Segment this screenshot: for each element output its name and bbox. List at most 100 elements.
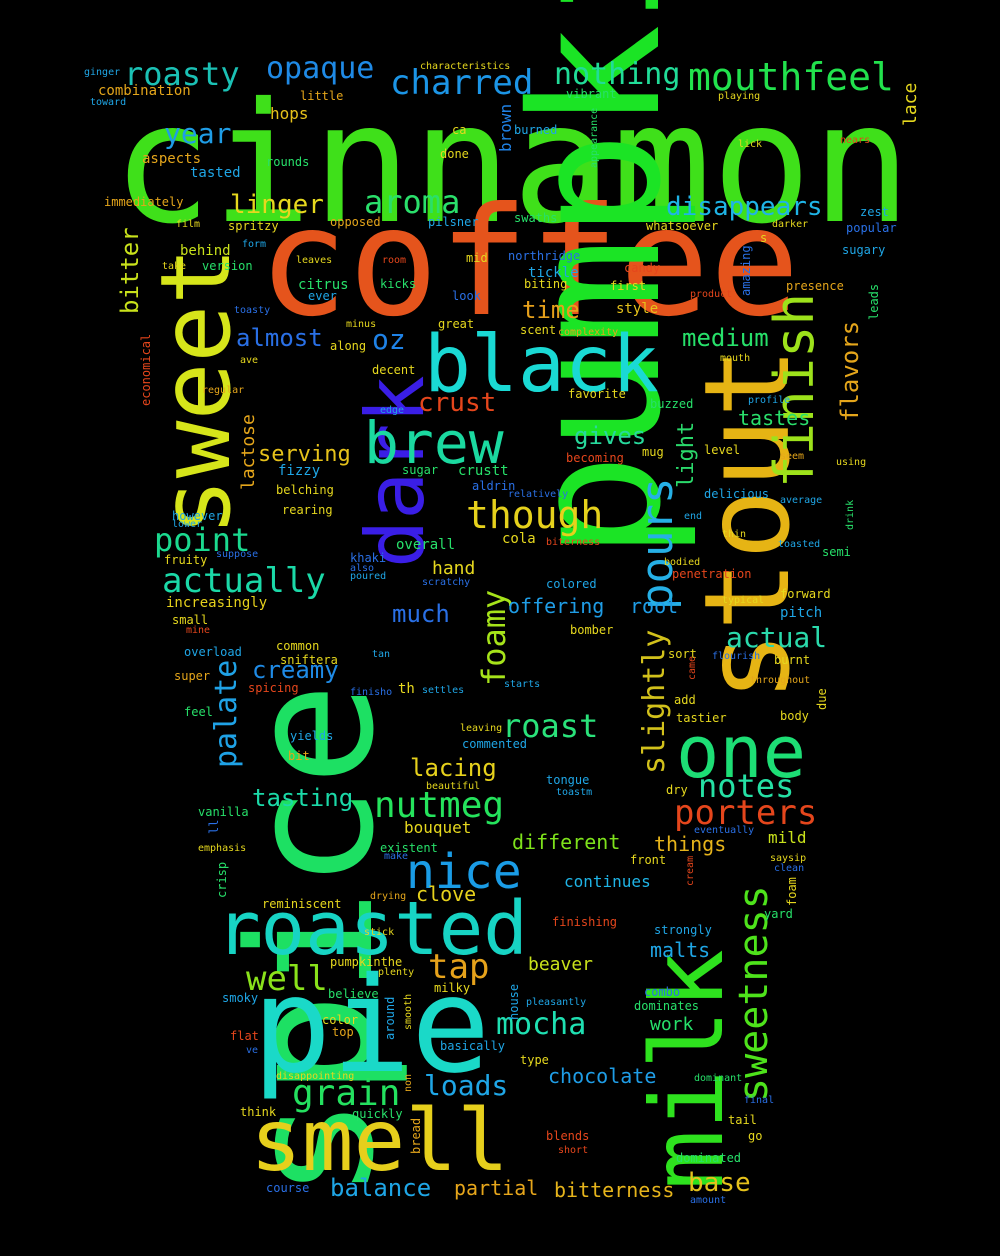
word-becoming: becoming xyxy=(566,451,624,465)
word-sugary: sugary xyxy=(842,243,886,257)
word-strongly: strongly xyxy=(654,923,712,937)
word-s: s xyxy=(760,231,768,245)
word-penetration: penetration xyxy=(672,567,752,581)
word-behind: behind xyxy=(180,243,231,259)
word-tongue: tongue xyxy=(546,773,590,787)
word-lactose: lactose xyxy=(238,414,259,490)
word-mug: mug xyxy=(642,445,664,459)
word-pilsner: pilsner xyxy=(428,215,479,229)
word-almost: almost xyxy=(236,324,323,352)
word-tail: tail xyxy=(728,1113,757,1127)
word-super: super xyxy=(174,669,211,683)
word-ca: ca xyxy=(452,123,467,137)
word-crustt: crustt xyxy=(458,463,509,479)
word-continues: continues xyxy=(564,872,651,891)
word-th: th xyxy=(398,681,415,697)
word-actual: actual xyxy=(726,621,828,654)
word-time: time xyxy=(522,296,580,324)
word-pie: pie xyxy=(252,949,491,1103)
word-vanilla: vanilla xyxy=(198,805,249,819)
word-minus: minus xyxy=(346,319,377,330)
word-yard: yard xyxy=(764,907,793,921)
word-clean: clean xyxy=(774,863,805,874)
word-blends: blends xyxy=(546,1129,590,1143)
word-opaque: opaque xyxy=(266,51,375,86)
word-forward: forward xyxy=(780,587,831,601)
word-flat: flat xyxy=(230,1029,259,1043)
word-take: take xyxy=(162,261,187,272)
word-reminiscent: reminiscent xyxy=(262,897,342,911)
word-combo: combo xyxy=(644,985,681,999)
word-porters: porters xyxy=(674,793,818,833)
word-biting: biting xyxy=(524,277,568,291)
word-root: root xyxy=(630,594,679,618)
word-hops: hops xyxy=(270,104,309,123)
word-pleasantly: pleasantly xyxy=(526,997,587,1008)
word-colored: colored xyxy=(546,577,597,591)
word-pours: pours xyxy=(632,477,683,610)
word-tan: tan xyxy=(372,649,391,660)
word-toward: toward xyxy=(90,97,127,108)
word-beautiful: beautiful xyxy=(426,781,481,792)
word-leads: leads xyxy=(867,283,881,320)
word-foam: foam xyxy=(785,877,799,906)
word-opposed: opposed xyxy=(330,215,381,229)
word-non: non xyxy=(403,1073,414,1092)
word-coffee: coffee xyxy=(258,176,800,350)
word-version: version xyxy=(202,259,253,273)
word-finishing: finishing xyxy=(552,915,618,929)
word-sugar: sugar xyxy=(402,463,439,477)
word-year: year xyxy=(164,117,232,150)
word-hand: hand xyxy=(432,558,476,579)
word-profile: profile xyxy=(748,395,791,406)
word-partial: partial xyxy=(454,1176,539,1200)
word-overload: overload xyxy=(184,645,242,659)
word-notes: notes xyxy=(698,767,795,805)
word-rounds: rounds xyxy=(266,155,310,169)
word-basically: basically xyxy=(440,1039,506,1053)
word-bread: bread xyxy=(409,1117,423,1154)
word-regular: regular xyxy=(202,385,245,396)
word-foamy: foamy xyxy=(475,589,513,686)
word-tastes: tastes xyxy=(738,406,811,430)
word-favorite: favorite xyxy=(568,387,626,401)
word-well: well xyxy=(246,959,328,999)
word-quickly: quickly xyxy=(352,1107,403,1121)
word-roast: roast xyxy=(502,707,599,745)
word-citrus: citrus xyxy=(298,277,349,293)
word-flavors: flavors xyxy=(836,320,864,422)
word-mild: mild xyxy=(768,828,807,847)
word-presence: presence xyxy=(786,279,844,293)
word-sniftera: sniftera xyxy=(280,653,338,667)
word-burnt: burnt xyxy=(774,653,811,667)
word-due: due xyxy=(815,688,829,710)
word-black: black xyxy=(424,320,659,410)
word-relatively: relatively xyxy=(508,489,569,500)
word-first: first xyxy=(610,279,647,293)
word-throughout: throughout xyxy=(750,675,811,686)
word-thin: thin xyxy=(722,529,747,540)
word-came: came xyxy=(687,655,698,680)
word-cinnamon: cinnamon xyxy=(112,68,912,261)
word-type: type xyxy=(520,1053,549,1067)
word-nears: nears xyxy=(840,135,871,146)
word-flourish: flourish xyxy=(712,651,761,662)
word-scent: scent xyxy=(520,323,557,337)
word-beaver: beaver xyxy=(528,954,594,975)
word-believe: believe xyxy=(328,987,379,1001)
word-vibrant: vibrant xyxy=(566,87,617,101)
word-disappointing: disappointing xyxy=(276,1071,355,1082)
word-roasty: roasty xyxy=(124,55,240,93)
word-smooth: smooth xyxy=(403,993,414,1030)
word-amount: amount xyxy=(690,1195,727,1206)
word-dominant: dominant xyxy=(694,1073,743,1084)
word-work: work xyxy=(650,1014,694,1035)
word-slightly: slightly xyxy=(637,629,672,775)
word-aldrin: aldrin xyxy=(472,479,516,493)
word-great: great xyxy=(438,317,475,331)
word-leaving: leaving xyxy=(460,723,503,734)
word-smoky: smoky xyxy=(222,991,259,1005)
word-fruity: fruity xyxy=(164,553,208,567)
word-milky: milky xyxy=(434,981,471,995)
word-mocha: mocha xyxy=(496,1007,587,1042)
